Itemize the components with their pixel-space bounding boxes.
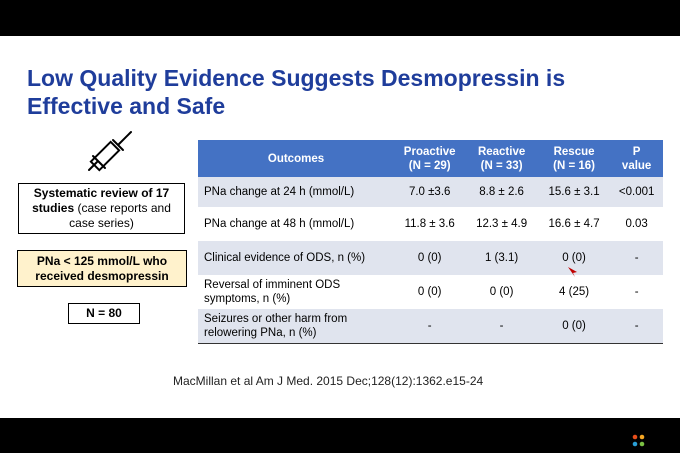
table-row: PNa change at 24 h (mmol/L) 7.0 ±3.6 8.8 ±… <box>198 177 663 207</box>
value-cell: 0.03 <box>625 218 648 230</box>
header-cell: Outcomes <box>198 140 394 177</box>
population-box: PNa < 125 mmol/L who received desmopress… <box>17 250 187 287</box>
value-cell: - <box>610 309 663 344</box>
logo-text: ASN <box>646 397 674 412</box>
value-cell: 15.6 ± 3.1 <box>537 177 611 207</box>
value-cell: 0 (0) <box>537 309 611 344</box>
outcome-cell: Clinical evidence of ODS, n (%) <box>198 241 394 275</box>
value-cell: - <box>394 309 466 344</box>
outcomes-table: Outcomes Proactive (N = 29) Reactive (N = … <box>198 140 663 344</box>
table-row: Clinical evidence of ODS, n (%) 0 (0) 1 (3… <box>198 241 663 275</box>
value-cell: 0 (0) <box>537 241 611 275</box>
slide-title: Low Quality Evidence Suggests Desmopress… <box>27 65 566 119</box>
value-cell: - <box>634 286 639 298</box>
value-cell: - <box>465 309 538 344</box>
box-bold: Systematic review of 17 studies <box>32 186 170 215</box>
value-cell: 16.6 ± 4.7 <box>548 218 600 230</box>
value-cell: 7.0 ±3.6 <box>394 177 466 207</box>
box-text: (case reports and case series) <box>69 201 171 230</box>
slide: Low Quality Evidence Suggests Desmopress… <box>0 36 680 418</box>
header-cell: P value <box>610 140 663 177</box>
citation: MacMillan et al Am J Med. 2015 Dec;128(1… <box>173 374 484 388</box>
summary-box: Systematic review of 17 studies (case re… <box>18 183 185 234</box>
cursor <box>568 267 577 277</box>
value-cell: - <box>610 241 663 275</box>
value-cell: 8.8 ± 2.6 <box>465 177 538 207</box>
syringe-icon <box>88 131 132 172</box>
count-box: N = 80 <box>68 303 140 324</box>
header-row: Outcomes Proactive (N = 29) Reactive (N = … <box>198 140 663 177</box>
value-cell: 4 (25) <box>559 286 590 298</box>
header-cell: Reactive (N = 33) <box>465 140 538 177</box>
outcome-cell: Reversal of imminent ODS symptoms, n (%) <box>204 279 341 305</box>
box-bold: N = 80 <box>86 306 122 320</box>
value-cell: 0 (0) <box>417 286 442 298</box>
value-cell: <0.001 <box>610 177 663 207</box>
box-bold: PNa < 125 mmol/L who received desmopress… <box>35 253 169 283</box>
outcome-cell: Seizures or other harm from relowering P… <box>198 309 394 344</box>
value-cell: 0 (0) <box>489 286 514 298</box>
table-row: Reversal of imminent ODS symptoms, n (%)… <box>198 275 663 309</box>
value-cell: 1 (3.1) <box>465 241 538 275</box>
header-cell: Proactive (N = 29) <box>394 140 466 177</box>
table-row: PNa change at 48 h (mmol/L) 11.8 ± 3.6 12.… <box>198 207 663 241</box>
logo-mark <box>632 434 645 447</box>
value-cell: 12.3 ± 4.9 <box>476 218 528 230</box>
header-cell: Rescue (N = 16) <box>537 140 611 177</box>
value-cell: 11.8 ± 3.6 <box>404 218 455 230</box>
value-cell: 0 (0) <box>394 241 466 275</box>
outcome-cell: PNa change at 48 h (mmol/L) <box>204 218 355 230</box>
outcome-cell: PNa change at 24 h (mmol/L) <box>198 177 394 207</box>
table-row: Seizures or other harm from relowering P… <box>198 309 663 344</box>
